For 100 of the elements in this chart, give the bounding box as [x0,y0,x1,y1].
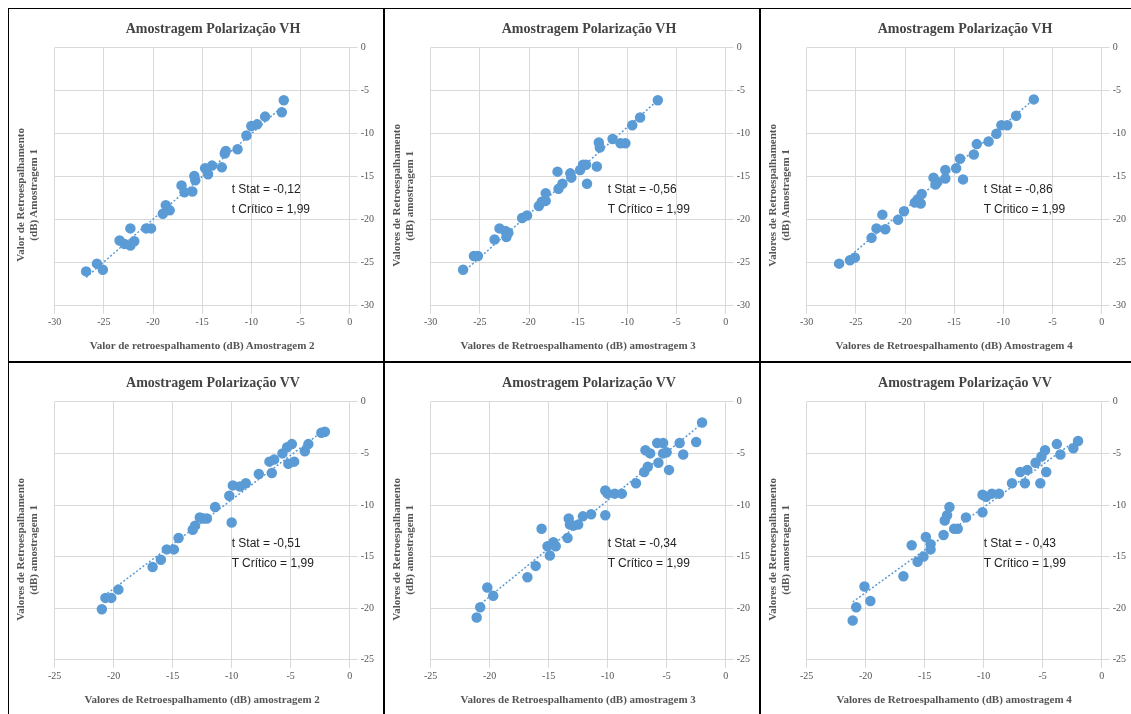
y-tick-label: -10 [736,498,751,510]
x-axis-title: Valores de Retroespalhamento (dB) amostragem 4 [836,693,1073,707]
x-axis-title: Valores de Retroespalhamento (dB) amostragem 3 [460,339,697,353]
x-axis-title: Valores de Retroespalhamento (dB) amostragem 3 [460,693,697,707]
x-axis-title: Valor de retroespalhamento (dB) Amostragem 2 [89,339,316,353]
y-tick-label: -15 [360,550,375,562]
x-tick-label: -15 [947,316,961,328]
annotation: T Crítico = 1,99 [607,202,691,217]
y-tick-label: -10 [1112,127,1127,139]
x-tick-label: -15 [918,670,932,682]
x-tick-label: -10 [996,316,1011,328]
y-tick-label: -15 [360,170,375,182]
chart-title: Amostragem Polarização VV [878,375,1052,391]
y-tick-label: -30 [360,299,375,311]
y-axis-title: Valores de Retroespalhamento (dB) amostragem 1 [14,477,40,621]
annotation: T Crítico = 1,99 [607,556,691,571]
x-tick-label: -10 [977,670,991,682]
y-tick-label: -25 [736,653,751,665]
x-tick-label: -15 [571,316,585,328]
x-tick-label: -30 [799,316,814,328]
annotation: t Stat = - 0,43 [983,536,1057,551]
chart-title: Amostragem Polarização VV [126,375,300,391]
annotation: t Stat = -0,51 [231,536,302,551]
chart-title: Amostragem Polarização VV [502,375,676,391]
y-tick-label: -5 [360,84,370,96]
y-tick-label: -15 [736,550,751,562]
annotation: t Stat = -0,56 [607,182,678,197]
x-tick-label: -20 [898,316,912,328]
y-axis-title: Valores de Retroespalhamento (dB) amostragem 1 [766,477,792,621]
y-tick-label: 0 [736,41,742,53]
x-tick-label: -20 [106,670,121,682]
y-tick-label: -20 [1112,601,1127,613]
annotation: T Crítico = 1,99 [983,556,1067,571]
x-tick-label: -5 [1038,670,1047,682]
chart-title: Amostragem Polarização VH [877,21,1053,37]
x-tick-label: 0 [723,316,729,328]
y-tick-label: -10 [360,498,375,510]
x-tick-label: -15 [195,316,209,328]
x-tick-label: -5 [672,316,681,328]
annotation: t Stat = -0,12 [231,182,302,197]
x-tick-label: -20 [858,670,873,682]
y-tick-label: 0 [1112,41,1118,53]
y-tick-label: -15 [736,170,751,182]
x-tick-label: -30 [423,316,438,328]
y-tick-label: -20 [1112,213,1127,225]
x-tick-label: -25 [849,316,863,328]
x-tick-label: 0 [1099,670,1105,682]
x-tick-label: -10 [244,316,259,328]
y-tick-label: -5 [736,84,746,96]
y-tick-label: 0 [360,395,366,407]
x-tick-label: -5 [1048,316,1057,328]
x-tick-label: -20 [522,316,536,328]
y-axis-title: Valores de Retroespalhamento (dB) amostragem 1 [390,123,416,267]
y-tick-label: -25 [1112,653,1127,665]
x-tick-label: 0 [723,670,729,682]
x-axis-title: Valores de Retroespalhamento (dB) amostragem 2 [84,693,321,707]
y-tick-label: -30 [1112,299,1127,311]
x-tick-label: -5 [286,670,295,682]
x-tick-label: -20 [146,316,160,328]
y-tick-label: -10 [736,127,751,139]
annotation: t Stat = -0,34 [607,536,678,551]
y-tick-label: -10 [1112,498,1127,510]
y-axis-title: Valores de Retroespalhamento (dB) amostragem 1 [390,477,416,621]
y-tick-label: -20 [736,213,751,225]
y-tick-label: -30 [736,299,751,311]
y-tick-label: -10 [360,127,375,139]
x-tick-label: -25 [47,670,62,682]
y-tick-label: -20 [736,601,751,613]
chart-title: Amostragem Polarização VH [501,21,677,37]
y-tick-label: -25 [1112,256,1127,268]
x-tick-label: -15 [166,670,180,682]
x-tick-label: -25 [97,316,111,328]
y-tick-label: -5 [736,447,746,459]
x-tick-label: -10 [601,670,615,682]
x-tick-label: -20 [482,670,497,682]
annotation: T Critico = 1,99 [983,202,1066,217]
y-tick-label: -15 [1112,550,1127,562]
y-axis-title: Valores de Retroespalhamento (dB) Amostragem 1 [766,123,792,267]
chart-title: Amostragem Polarização VH [125,21,301,37]
x-tick-label: 0 [347,670,353,682]
y-tick-label: -25 [360,653,375,665]
y-tick-label: -5 [1112,84,1122,96]
x-tick-label: -30 [47,316,62,328]
x-tick-label: 0 [347,316,353,328]
y-tick-label: 0 [1112,395,1118,407]
y-tick-label: 0 [360,41,366,53]
y-tick-label: -5 [1112,447,1122,459]
x-tick-label: -25 [473,316,487,328]
x-tick-label: -10 [620,316,635,328]
x-tick-label: -25 [799,670,814,682]
y-tick-label: 0 [736,395,742,407]
x-tick-label: -5 [296,316,305,328]
x-axis-title: Valores de Retroespalhamento (dB) Amostragem 4 [835,339,1074,353]
y-tick-label: -15 [1112,170,1127,182]
y-axis-title: Valor de Retroespalhamento (dB) Amostragem 1 [14,128,40,262]
annotation: t Stat = -0,86 [983,182,1054,197]
annotation: T Crítico = 1,99 [231,556,315,571]
x-tick-label: -15 [542,670,556,682]
annotation: t Crítico = 1,99 [231,202,311,217]
y-tick-label: -25 [736,256,751,268]
